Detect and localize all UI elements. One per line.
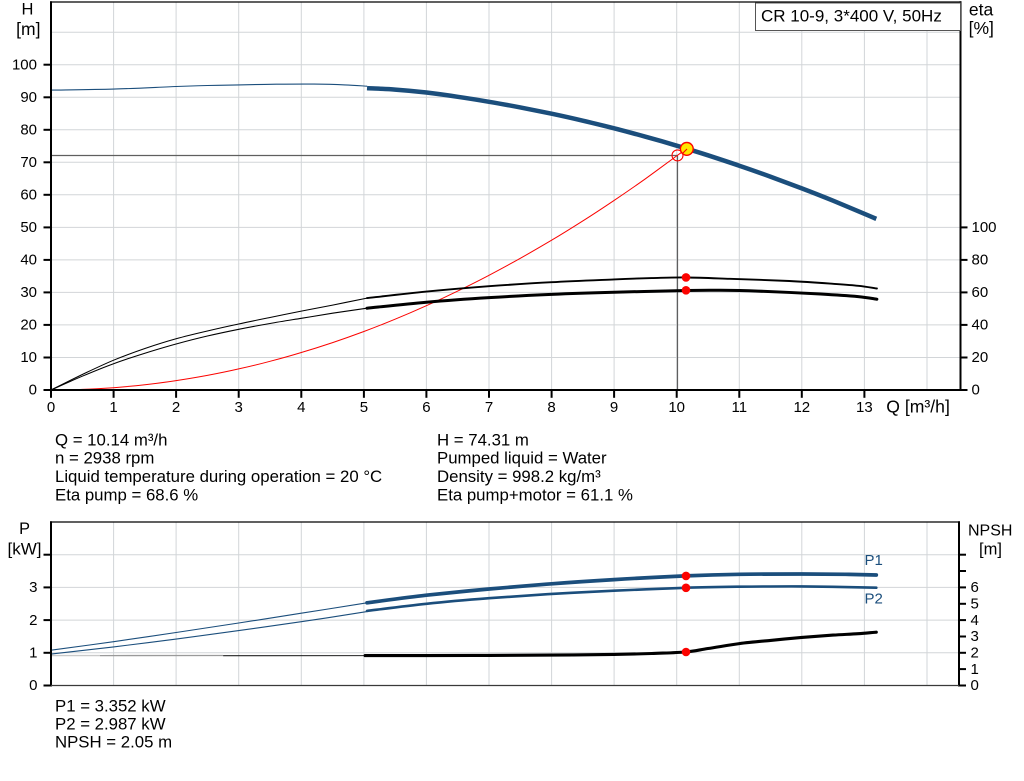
- svg-text:[m]: [m]: [979, 540, 1002, 558]
- svg-text:P1: P1: [865, 552, 883, 569]
- svg-text:4: 4: [971, 612, 979, 629]
- svg-text:90: 90: [20, 89, 37, 106]
- svg-text:80: 80: [20, 122, 37, 139]
- svg-text:10: 10: [20, 349, 37, 366]
- svg-text:20: 20: [972, 349, 989, 366]
- svg-text:Eta pump = 68.6 %: Eta pump = 68.6 %: [55, 486, 198, 505]
- svg-text:CR 10-9, 3*400 V, 50Hz: CR 10-9, 3*400 V, 50Hz: [761, 7, 942, 26]
- svg-text:0: 0: [47, 399, 55, 416]
- svg-text:NPSH: NPSH: [968, 523, 1012, 540]
- svg-text:0: 0: [29, 382, 37, 399]
- svg-text:[m]: [m]: [16, 19, 40, 39]
- svg-text:3: 3: [971, 628, 979, 645]
- svg-text:Liquid temperature during oper: Liquid temperature during operation = 20…: [55, 467, 382, 486]
- svg-text:NPSH = 2.05 m: NPSH = 2.05 m: [55, 733, 172, 752]
- svg-text:6: 6: [971, 579, 979, 596]
- svg-text:0: 0: [29, 677, 37, 694]
- svg-text:P2 = 2.987 kW: P2 = 2.987 kW: [55, 715, 166, 734]
- svg-text:10: 10: [668, 399, 685, 416]
- svg-text:1: 1: [109, 399, 117, 416]
- svg-text:0: 0: [971, 677, 979, 694]
- svg-text:80: 80: [972, 252, 989, 269]
- svg-text:100: 100: [972, 219, 997, 236]
- svg-text:2: 2: [172, 399, 180, 416]
- svg-text:8: 8: [547, 399, 555, 416]
- svg-text:9: 9: [610, 399, 618, 416]
- svg-text:0: 0: [972, 382, 980, 399]
- svg-text:2: 2: [29, 612, 37, 629]
- svg-text:60: 60: [20, 187, 37, 204]
- svg-text:2: 2: [971, 645, 979, 662]
- svg-text:5: 5: [360, 399, 368, 416]
- svg-text:70: 70: [20, 154, 37, 171]
- svg-text:4: 4: [297, 399, 305, 416]
- svg-text:40: 40: [972, 317, 989, 334]
- svg-text:Density = 998.2 kg/m³: Density = 998.2 kg/m³: [437, 467, 601, 486]
- svg-text:1: 1: [29, 645, 37, 662]
- svg-text:Q = 10.14 m³/h: Q = 10.14 m³/h: [55, 430, 167, 449]
- svg-text:Pumped liquid = Water: Pumped liquid = Water: [437, 449, 607, 468]
- svg-text:3: 3: [29, 579, 37, 596]
- svg-text:[%]: [%]: [969, 18, 994, 38]
- svg-text:n = 2938 rpm: n = 2938 rpm: [55, 449, 154, 468]
- svg-text:H: H: [22, 1, 34, 19]
- svg-text:3: 3: [235, 399, 243, 416]
- svg-text:Q [m³/h]: Q [m³/h]: [886, 396, 950, 416]
- svg-text:12: 12: [793, 399, 810, 416]
- svg-text:P1 = 3.352 kW: P1 = 3.352 kW: [55, 697, 166, 716]
- svg-text:20: 20: [20, 317, 37, 334]
- svg-text:60: 60: [972, 284, 989, 301]
- svg-text:eta: eta: [969, 0, 994, 19]
- svg-text:30: 30: [20, 284, 37, 301]
- svg-text:[kW]: [kW]: [8, 539, 42, 558]
- svg-text:1: 1: [971, 661, 979, 678]
- svg-text:11: 11: [732, 399, 748, 416]
- svg-text:P2: P2: [865, 591, 883, 608]
- svg-text:P: P: [19, 520, 30, 538]
- svg-text:7: 7: [485, 399, 493, 416]
- svg-text:H = 74.31 m: H = 74.31 m: [437, 430, 529, 449]
- svg-text:5: 5: [971, 596, 979, 613]
- svg-text:13: 13: [856, 399, 873, 416]
- svg-text:Eta pump+motor = 61.1 %: Eta pump+motor = 61.1 %: [437, 486, 633, 505]
- svg-text:50: 50: [20, 219, 37, 236]
- svg-text:100: 100: [12, 56, 37, 73]
- svg-text:6: 6: [422, 399, 430, 416]
- svg-text:40: 40: [20, 252, 37, 269]
